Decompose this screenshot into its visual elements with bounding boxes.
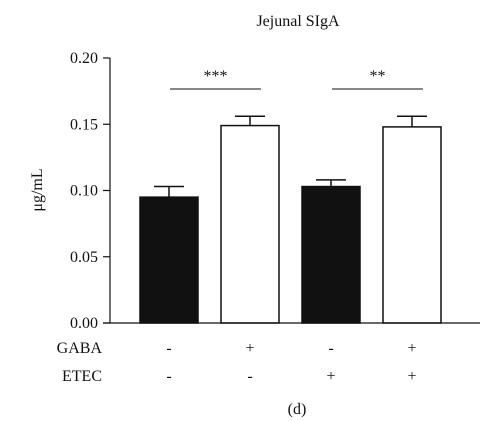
panel-label: (d) <box>288 401 307 418</box>
condition-table: GABA - + - + ETEC - - + + <box>57 340 417 385</box>
bar <box>220 124 280 324</box>
condition-value: - <box>328 340 333 357</box>
condition-row-label: ETEC <box>62 368 102 385</box>
condition-value: + <box>326 368 335 385</box>
y-tick-label: 0.05 <box>70 249 98 266</box>
y-tick-label: 0.10 <box>70 183 98 200</box>
condition-row-label: GABA <box>57 340 103 357</box>
y-tick-label: 0.20 <box>70 50 98 67</box>
y-axis-label: μg/mL <box>29 168 46 211</box>
bar <box>139 196 199 324</box>
condition-value: + <box>407 368 416 385</box>
bar <box>301 185 361 324</box>
y-axis-ticks: 0.00 0.05 0.10 0.15 0.20 <box>70 50 110 332</box>
y-tick-label: 0.00 <box>70 315 98 332</box>
bar <box>382 126 442 324</box>
y-tick-label: 0.15 <box>70 116 98 133</box>
condition-value: + <box>407 340 416 357</box>
significance-label: *** <box>204 68 228 85</box>
condition-value: + <box>245 340 254 357</box>
condition-value: - <box>247 368 252 385</box>
bars-group <box>139 115 442 324</box>
significance-label: ** <box>370 68 386 85</box>
condition-value: - <box>166 368 171 385</box>
significance-group: *** ** <box>170 68 423 90</box>
chart-title: Jejunal SIgA <box>256 13 340 30</box>
condition-value: - <box>166 340 171 357</box>
